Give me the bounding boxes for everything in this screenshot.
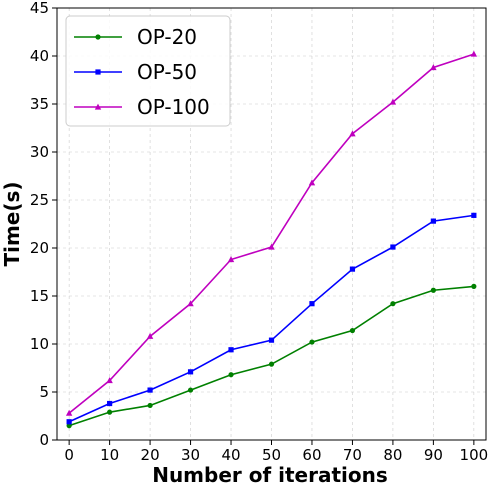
x-tick-label: 60 [302,446,321,464]
data-point-op-20 [471,283,477,289]
data-point-op-20 [228,372,234,378]
series-op-100 [65,50,478,416]
data-point-op-100 [389,98,397,105]
data-point-op-50 [390,244,396,250]
data-point-op-50 [268,337,275,343]
x-tick-label: 0 [64,446,74,464]
x-tick-label: 20 [141,446,160,464]
legend: OP-20 OP-50 OP-100 [65,15,231,127]
data-point-op-50 [147,387,153,393]
x-tick-label: 40 [221,446,240,464]
data-point-op-20 [390,301,396,307]
series-op-20 [66,283,477,429]
series-op-50 [66,212,477,425]
legend-box [65,15,231,127]
data-point-op-20 [107,409,113,415]
y-tick-label: 0 [39,431,49,449]
data-point-op-100 [268,243,275,250]
legend-label-op-100: OP-100 [137,95,210,119]
data-point-op-50 [66,419,72,425]
data-point-op-20 [147,402,153,409]
data-point-op-100 [146,332,154,339]
data-point-op-20 [268,361,275,367]
y-axis-label: Time(s) [0,181,24,266]
data-point-op-50 [471,212,477,218]
legend-marker-op-100 [94,103,102,110]
y-tick-label: 35 [30,95,49,113]
axes: 0 10 20 30 40 50 60 70 80 90 100 0 5 10 15 20 25 30 35 40 45 [30,0,488,464]
data-point-op-20 [309,339,315,345]
data-point-op-100 [187,300,194,307]
y-tick-label: 45 [30,0,49,17]
data-point-op-20 [187,387,194,393]
x-tick-label: 80 [383,446,402,464]
data-point-op-100 [106,377,113,384]
plot-frame [56,7,487,441]
data-point-op-100 [65,409,73,416]
y-tick-label: 30 [30,143,49,161]
x-tick-label: 70 [343,446,362,464]
legend-label-op-50: OP-50 [137,60,197,84]
x-tick-label: 10 [100,446,119,464]
data-point-op-50 [107,400,113,407]
data-point-op-50 [309,301,315,307]
data-point-op-50 [187,369,194,375]
data-point-op-100 [308,179,316,186]
data-point-op-100 [227,256,235,263]
data-point-op-20 [430,287,436,293]
y-tick-label: 40 [30,47,49,65]
y-tick-label: 10 [30,335,49,353]
legend-marker-op-20 [95,34,101,40]
x-tick-label: 50 [262,446,281,464]
x-tick-label: 90 [424,446,443,464]
y-tick-label: 15 [30,287,49,305]
legend-label-op-20: OP-20 [137,25,197,49]
y-tick-label: 5 [39,383,49,401]
data-point-op-20 [349,327,356,334]
series-group [65,50,478,429]
y-tick-label: 20 [30,239,49,257]
data-point-op-50 [430,218,436,224]
x-tick-label: 100 [460,446,489,464]
data-point-op-50 [228,347,234,353]
data-point-op-100 [470,50,478,57]
data-point-op-50 [349,266,356,272]
y-tick-label: 25 [30,191,49,209]
data-point-op-100 [349,130,356,137]
data-point-op-100 [430,64,437,71]
legend-marker-op-50 [95,69,101,75]
x-tick-label: 30 [181,446,200,464]
x-axis-label: Number of iterations [152,463,388,487]
